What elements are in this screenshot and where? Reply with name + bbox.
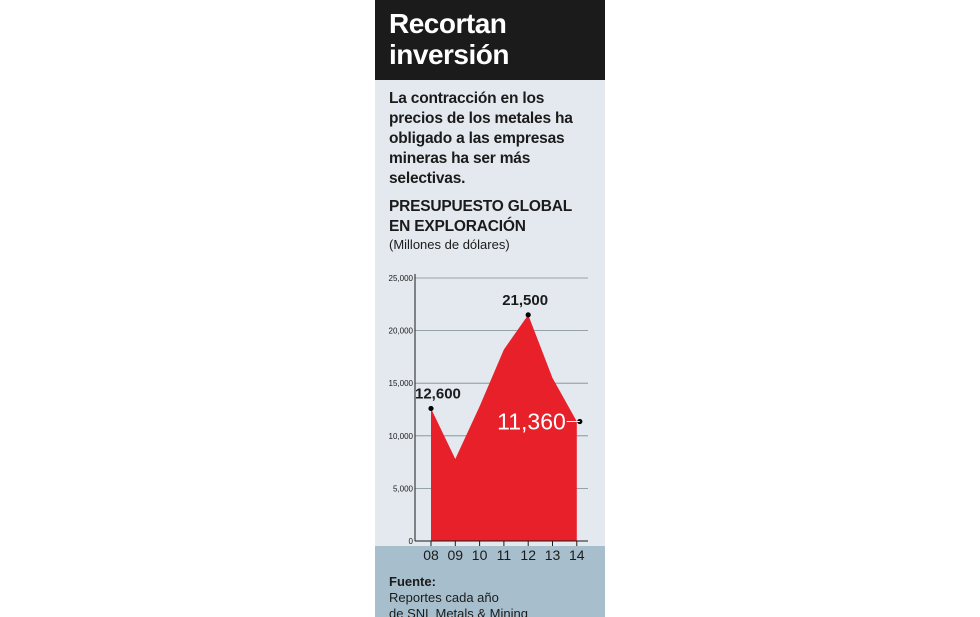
data-point — [577, 418, 583, 425]
data-point — [525, 312, 531, 318]
y-tick-label: 15,000 — [389, 379, 414, 388]
headline: Recortan inversión — [389, 8, 509, 70]
data-label: 11,360 — [497, 408, 566, 434]
x-tick-label: 12 — [520, 547, 536, 563]
y-tick-label: 5,000 — [393, 484, 414, 493]
data-point — [428, 405, 434, 412]
headline-line-2: inversión — [389, 39, 509, 70]
source-text-1: Reportes cada año — [389, 590, 499, 605]
x-tick-label: 13 — [545, 547, 561, 563]
headline-line-1: Recortan — [389, 8, 507, 39]
data-label: 12,600 — [415, 385, 461, 402]
chart-unit: (Millones de dólares) — [389, 237, 510, 252]
header-band: Recortan inversión — [375, 0, 605, 80]
source-label: Fuente: — [389, 574, 436, 589]
y-tick-label: 0 — [409, 537, 414, 546]
chart-title: PRESUPUESTO GLOBAL EN EXPLORACIÓN — [389, 197, 572, 237]
x-tick-label: 10 — [472, 547, 488, 563]
infographic-panel: Recortan inversión La contracción en los… — [375, 0, 605, 617]
area-series — [431, 314, 577, 541]
x-tick-label: 14 — [569, 547, 585, 563]
exploration-budget-chart: 0 5,000 10,000 15,000 20,000 25,000 08 09 10 11 12… — [389, 274, 588, 563]
x-tick-label: 09 — [448, 547, 464, 563]
source-line-1: Fuente: Reportes cada año — [389, 574, 528, 606]
source-note: Fuente: Reportes cada año de SNL Metals … — [389, 574, 528, 617]
source-text-2: de SNL Metals & Mining — [389, 606, 528, 617]
x-tick-label: 08 — [423, 547, 439, 563]
data-label: 21,500 — [502, 292, 548, 309]
x-tick-label: 11 — [497, 547, 512, 563]
y-tick-label: 20,000 — [389, 327, 414, 336]
subtitle: La contracción en los precios de los met… — [389, 90, 573, 187]
y-tick-label: 10,000 — [389, 432, 414, 441]
chart-title-line-2: EN EXPLORACIÓN — [389, 218, 526, 235]
footer-band — [375, 546, 605, 617]
chart-title-line-1: PRESUPUESTO GLOBAL — [389, 198, 572, 215]
y-tick-label: 25,000 — [389, 274, 414, 283]
